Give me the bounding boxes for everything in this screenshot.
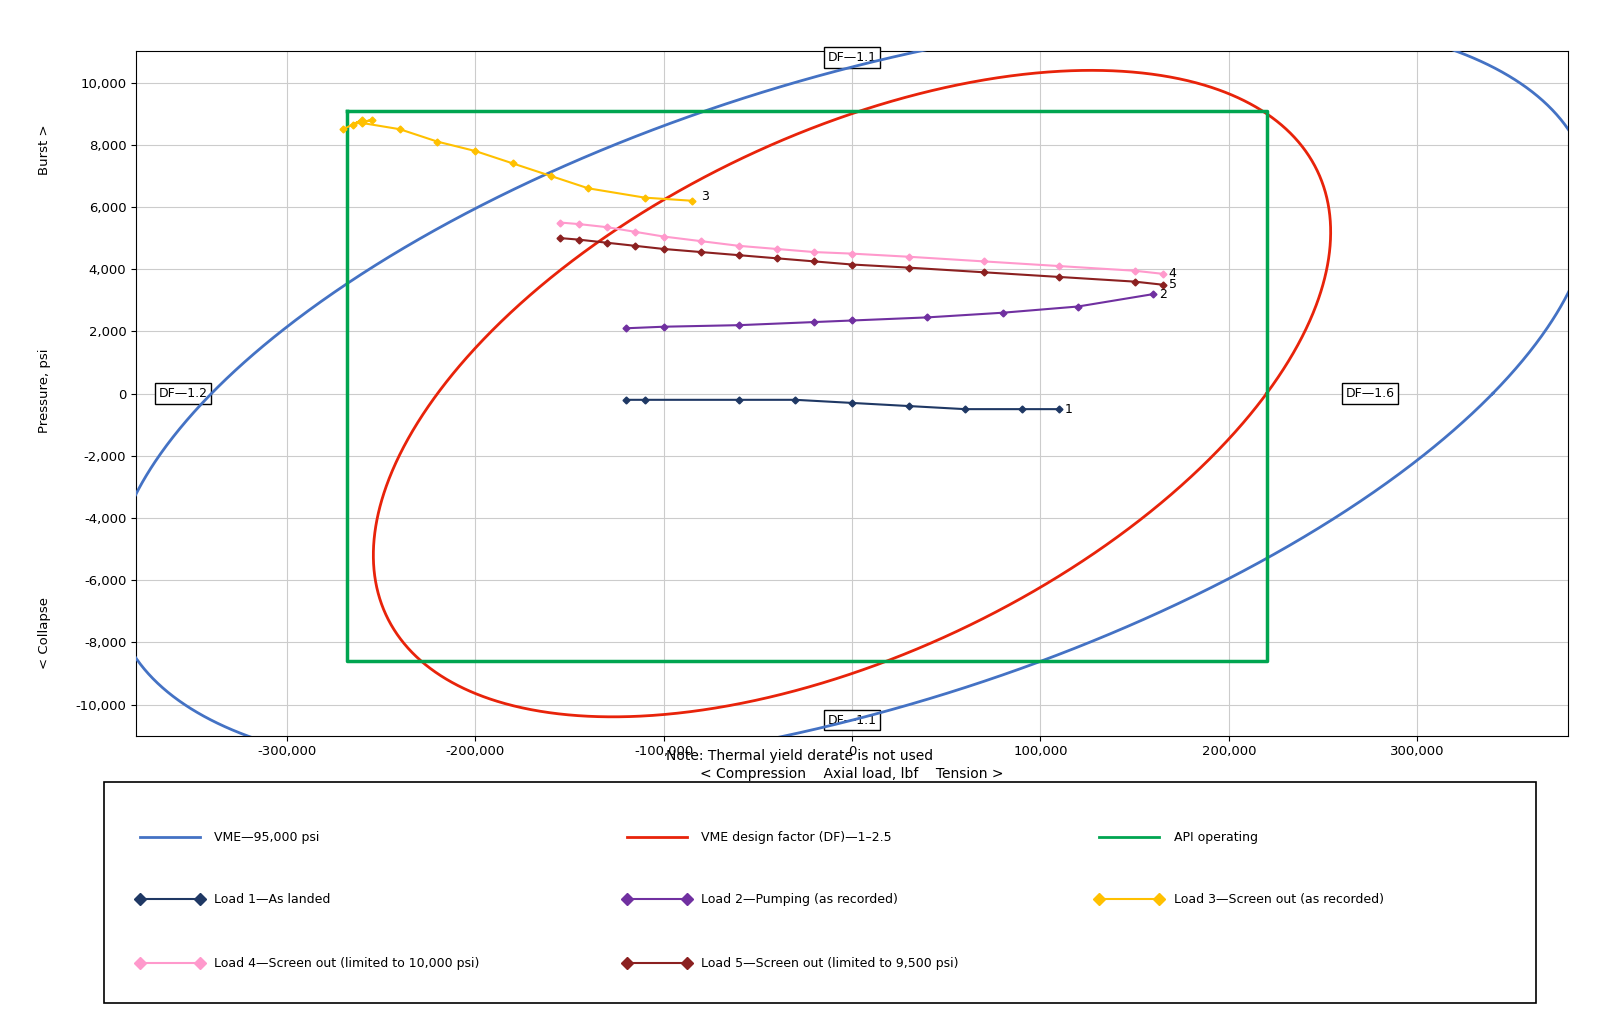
Text: Note: Thermal yield derate is not used: Note: Thermal yield derate is not used [667, 749, 933, 764]
Text: Burst >: Burst > [38, 123, 51, 175]
Text: VME—95,000 psi: VME—95,000 psi [214, 830, 320, 844]
Text: 3: 3 [701, 189, 709, 203]
Text: Load 5—Screen out (limited to 9,500 psi): Load 5—Screen out (limited to 9,500 psi) [701, 957, 958, 970]
Text: Pressure, psi: Pressure, psi [38, 349, 51, 433]
Text: DF—1.1: DF—1.1 [827, 51, 877, 64]
X-axis label: < Compression    Axial load, lbf    Tension >: < Compression Axial load, lbf Tension > [701, 767, 1003, 781]
Text: DF—1.6: DF—1.6 [1346, 387, 1395, 400]
Text: 5: 5 [1168, 278, 1176, 291]
Text: < Collapse: < Collapse [38, 597, 51, 669]
Text: DF—1.1: DF—1.1 [827, 714, 877, 726]
Text: API operating: API operating [1174, 830, 1258, 844]
Text: Load 1—As landed: Load 1—As landed [214, 893, 331, 906]
Text: 1: 1 [1066, 402, 1072, 416]
Text: Load 3—Screen out (as recorded): Load 3—Screen out (as recorded) [1174, 893, 1384, 906]
Text: DF—1.2: DF—1.2 [158, 387, 208, 400]
Text: Load 2—Pumping (as recorded): Load 2—Pumping (as recorded) [701, 893, 898, 906]
Text: 2: 2 [1158, 287, 1166, 300]
Text: Load 4—Screen out (limited to 10,000 psi): Load 4—Screen out (limited to 10,000 psi… [214, 957, 480, 970]
Text: VME design factor (DF)—1–2.5: VME design factor (DF)—1–2.5 [701, 830, 891, 844]
Text: 4: 4 [1168, 268, 1176, 280]
